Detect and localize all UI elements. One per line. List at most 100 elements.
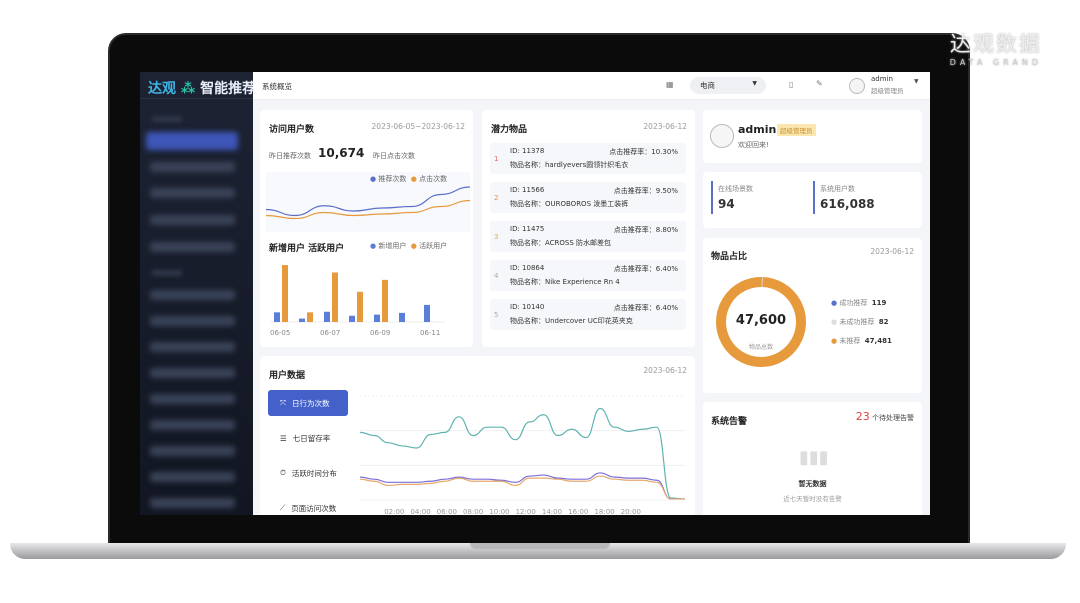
rate-label: 点击推荐率： [613,265,656,273]
item-id: ID: 11378 [510,147,545,155]
potential-item[interactable]: 1 ID: 11378 点击推荐率：10.30% 物品名称：hardlyever… [490,143,686,174]
online-label: 在线场景数 [718,185,753,193]
sidebar-item[interactable] [150,368,235,378]
scene-select[interactable]: 电商 ▼ [690,77,766,94]
tab-label: 活跃时间分布 [291,468,337,478]
sidebar-item[interactable] [150,290,235,300]
x-tick-label: 14:00 [542,508,562,515]
item-rate: 点击推荐率：10.30% [609,147,678,157]
series-line-0 [266,186,470,217]
sidebar-section-header [152,270,182,276]
donut-slice-2 [716,277,806,367]
potential-item[interactable]: 3 ID: 11475 点击推荐率：8.80% 物品名称：ACROSS 防水邮差… [490,221,686,252]
empty-data-icon: ▮▮▮ [799,447,829,468]
sidebar-item-active[interactable] [146,132,238,150]
header-user-name[interactable]: admin [871,75,893,83]
sidebar-item[interactable] [150,420,235,430]
series-line-2 [359,475,685,500]
profile-card: admin 超级管理员 欢迎回来! [703,110,922,163]
alerts-card: 系统告警 23 个待处理告警 ▮▮▮ 暂无数据 近七天暂时没有告警 [703,402,922,515]
rate-value: 6.40% [655,304,678,312]
legend-rec: 推荐次数 [378,175,407,183]
online-value: 94 [718,197,735,211]
sidebar-item[interactable] [150,498,235,508]
item-id: ID: 11566 [510,186,545,194]
alerts-count-suffix: 个待处理告警 [872,414,914,422]
item-name: 物品名称：ACROSS 防水邮差包 [510,238,611,248]
potential-item[interactable]: 2 ID: 11566 点击推荐率：9.50% 物品名称：OUROBOROS 泼… [490,182,686,213]
ratio-legend-item: ● 未推荐 47,481 [831,336,892,346]
role-badge: 超级管理员 [777,124,816,136]
brand-logo[interactable]: 达观 ⁂ 智能推荐 [148,78,256,98]
x-tick-label: 06-09 [370,329,390,337]
visits-card: 访问用户数 2023-06-05~2023-06-12 昨日推荐次数 10,67… [260,110,473,347]
sidebar-item[interactable] [150,316,235,326]
ratio-total: 47,600 [735,313,787,328]
legend-click: 点击次数 [419,175,448,183]
bar-06-10-0 [399,312,405,322]
caret-down-icon[interactable]: ▼ [914,78,919,85]
laptop-base [10,543,1066,559]
tab-label: 页面访问次数 [291,503,337,513]
item-rate: 点击推荐率：8.80% [614,225,678,235]
tab-3[interactable]: ⏱ 活跃时间分布 [268,460,348,486]
document-icon[interactable]: ▯ [789,80,794,89]
visits-date: 2023-06-05~2023-06-12 [371,122,465,131]
yesterday-rec-value: 10,674 [318,146,365,160]
yesterday-click-label: 昨日点击次数 [373,152,415,160]
potential-item[interactable]: 4 ID: 10864 点击推荐率：6.40% 物品名称：Nike Experi… [490,260,686,291]
name-label: 物品名称： [510,161,545,169]
item-id: ID: 10864 [510,264,545,272]
avatar-icon[interactable] [849,78,865,94]
tab-1[interactable]: ⤧ 日行为次数 [268,390,348,416]
rate-value: 6.40% [655,265,678,273]
item-rate: 点击推荐率：9.50% [614,186,678,196]
name-value: ACROSS 防水邮差包 [545,239,612,247]
alerts-count-wrap[interactable]: 23 个待处理告警 [856,410,914,423]
ratio-legend-item: ● 成功推荐 119 [831,298,886,308]
stats-card: 在线场景数 94 系统用户数 616,088 [703,172,922,228]
sidebar-item[interactable] [150,215,235,225]
line-legend: ● 推荐次数 ● 点击次数 [370,175,448,183]
profile-name: admin [738,123,777,136]
potential-item[interactable]: 5 ID: 10140 点击推荐率：6.40% 物品名称：Undercover … [490,299,686,330]
users-label: 系统用户数 [820,185,855,193]
rate-label: 点击推荐率： [613,304,656,312]
edit-icon[interactable]: ✎ [816,79,823,88]
ratio-date: 2023-06-12 [870,247,914,256]
legend-value: 82 [878,318,889,326]
name-value: hardlyevers圆领针织毛衣 [545,161,629,169]
sidebar-item[interactable] [150,342,235,352]
tab-4[interactable]: ⟋ 页面访问次数 [268,495,348,515]
welcome-text: 欢迎回来! [738,141,769,149]
bar-06-06-0 [299,318,305,322]
user-data-line-chart: 02:00 04:00 06:00 08:00 10:00 12:00 14:00 16:00… [359,395,686,515]
potential-items-card: 潜力物品 2023-06-12 1 ID: 11378 点击推荐率：10.30%… [482,110,695,347]
sidebar-item[interactable] [150,162,235,172]
sidebar-item[interactable] [150,446,235,456]
chart-icon: ⟋ [280,503,286,512]
stopwatch-icon: ⏱ [280,468,286,477]
ratio-legend-item: ● 未成功推荐 82 [831,317,889,327]
users-bar-chart: 06-05 06-07 06-09 06-11 [270,265,445,337]
watermark-title: 达观数据 [949,32,1042,56]
rate-label: 点击推荐率： [613,187,656,195]
legend-dot-icon: ● [831,318,838,326]
sidebar: 达观 ⁂ 智能推荐 [140,72,256,515]
potential-title: 潜力物品 [491,125,528,135]
rank-badge: 5 [494,311,499,319]
tab-2[interactable]: ☰ 七日留存率 [268,425,348,451]
sidebar-item[interactable] [150,188,235,198]
sidebar-item[interactable] [150,472,235,482]
ratio-title: 物品占比 [711,252,748,262]
ratio-total-label: 物品总数 [748,344,773,351]
item-id: ID: 11475 [510,225,545,233]
sidebar-item[interactable] [150,394,235,404]
item-name: 物品名称：Undercover UC印花英夹克 [510,316,633,326]
sidebar-item[interactable] [150,242,235,252]
rate-value: 8.80% [655,226,678,234]
bar-06-08-1 [357,291,363,322]
visits-line-chart [266,172,470,232]
grid-icon[interactable]: ▦ [666,80,674,89]
series-line-1 [266,199,470,220]
